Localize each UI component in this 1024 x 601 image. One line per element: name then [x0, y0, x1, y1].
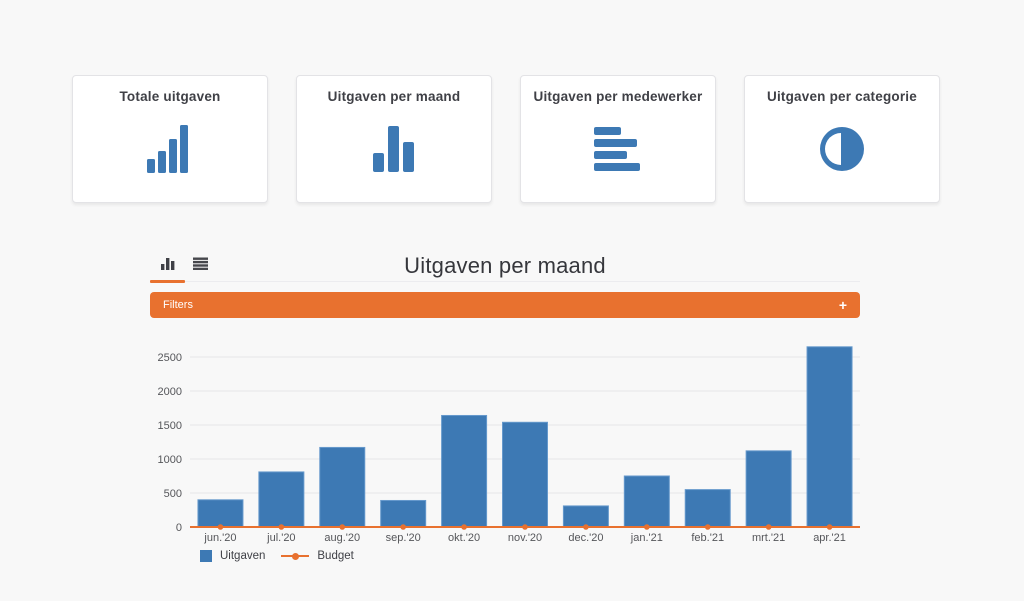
chart-section: Uitgaven per maand Filters + 0 500 1000 150… [150, 252, 860, 562]
chart-header: Uitgaven per maand [150, 252, 860, 283]
budget-point[interactable] [765, 524, 772, 530]
budget-point[interactable] [278, 524, 285, 530]
uitgaven-bar[interactable] [684, 489, 731, 528]
x-tick-label: okt.'20 [448, 532, 480, 544]
x-tick-label: dec.'20 [568, 532, 603, 544]
chart-legend: Uitgaven Budget [200, 550, 860, 562]
y-tick-label: 2000 [158, 386, 182, 398]
budget-point[interactable] [644, 524, 650, 530]
y-tick-label: 500 [164, 488, 182, 500]
expenses-bar-chart: 0 500 1000 1500 2000 2500 jun.'20 jul.'20 aug.'2… [158, 346, 860, 544]
x-tick-label: apr.'21 [813, 532, 846, 544]
card-uitgaven-per-maand[interactable]: Uitgaven per maand [296, 75, 492, 203]
filters-label: Filters [163, 299, 193, 311]
uitgaven-bar[interactable] [258, 471, 305, 528]
uitgaven-bar[interactable] [319, 446, 366, 528]
x-tick-label: nov.'20 [508, 532, 542, 544]
uitgaven-bar[interactable] [623, 475, 670, 528]
card-uitgaven-per-categorie[interactable]: Uitgaven per categorie [744, 75, 940, 203]
legend-label: Uitgaven [220, 550, 266, 562]
card-title: Uitgaven per medewerker [533, 89, 703, 104]
budget-point[interactable] [217, 524, 224, 530]
half-pie-icon [819, 104, 865, 202]
bar-chart-icon[interactable] [161, 257, 176, 270]
budget-point[interactable] [461, 524, 467, 530]
budget-swatch [281, 552, 310, 560]
uitgaven-bar[interactable] [806, 346, 853, 528]
x-tick-label: jan.'21 [630, 532, 663, 544]
y-tick-label: 1500 [158, 420, 182, 432]
budget-point[interactable] [339, 524, 346, 530]
card-totale-uitgaven[interactable]: Totale uitgaven [72, 75, 268, 203]
chart-title: Uitgaven per maand [404, 253, 606, 278]
filters-bar[interactable]: Filters + [150, 292, 860, 318]
y-tick-label: 1000 [158, 454, 182, 466]
uitgaven-bar[interactable] [745, 450, 792, 528]
legend-label: Budget [317, 550, 354, 562]
y-tick-label: 0 [176, 522, 182, 534]
nav-cards-row: Totale uitgaven Uitgaven per maand [72, 75, 940, 203]
uitgaven-bar[interactable] [197, 499, 244, 528]
chart-area: 0 500 1000 1500 2000 2500 jun.'20 jul.'20 aug.'2… [150, 340, 860, 548]
y-tick-label: 2500 [158, 352, 182, 364]
x-tick-label: feb.'21 [691, 532, 724, 544]
x-tick-label: aug.'20 [324, 532, 360, 544]
card-title: Uitgaven per categorie [767, 89, 917, 104]
plus-icon[interactable]: + [838, 297, 847, 313]
list-icon[interactable] [193, 257, 208, 270]
ascending-bars-icon [147, 104, 193, 202]
horizontal-bars-icon [594, 104, 642, 202]
uitgaven-bar[interactable] [380, 499, 427, 528]
active-tab-underline [150, 280, 185, 283]
x-tick-label: mrt.'21 [752, 532, 785, 544]
budget-point[interactable] [400, 524, 406, 530]
x-tick-label: jun.'20 [203, 532, 236, 544]
budget-point[interactable] [826, 524, 833, 530]
vertical-bars-icon [373, 104, 415, 202]
budget-point[interactable] [704, 524, 711, 530]
budget-point[interactable] [522, 524, 528, 530]
legend-item-budget[interactable]: Budget [281, 550, 354, 562]
budget-point[interactable] [583, 524, 589, 530]
card-uitgaven-per-medewerker[interactable]: Uitgaven per medewerker [520, 75, 716, 203]
card-title: Uitgaven per maand [327, 89, 461, 104]
x-tick-label: sep.'20 [386, 532, 421, 544]
view-toggles [161, 257, 208, 270]
uitgaven-bar[interactable] [502, 421, 548, 528]
card-title: Totale uitgaven [119, 89, 221, 104]
budget-dot-icon [292, 552, 300, 560]
x-tick-label: jul.'20 [266, 532, 295, 544]
uitgaven-bar[interactable] [562, 505, 609, 528]
legend-item-uitgaven[interactable]: Uitgaven [200, 550, 265, 562]
uitgaven-bar[interactable] [441, 414, 488, 528]
uitgaven-swatch [200, 550, 212, 562]
